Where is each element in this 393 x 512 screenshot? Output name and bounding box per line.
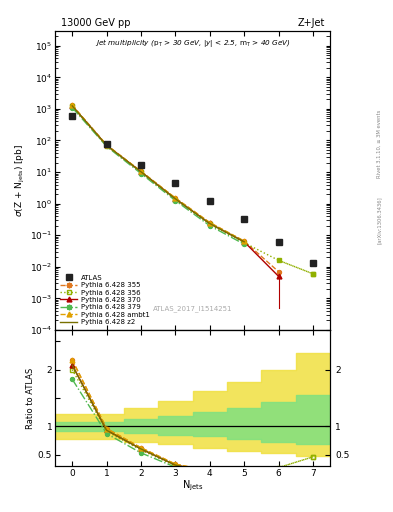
Pythia 6.428 379 xyxy=(139,170,143,177)
Pythia 6.428 379 xyxy=(208,223,212,229)
Pythia 6.428 ambt1 xyxy=(242,238,246,244)
Y-axis label: Ratio to ATLAS: Ratio to ATLAS xyxy=(26,367,35,429)
Pythia 6.428 z2 xyxy=(104,142,109,148)
Pythia 6.428 370 xyxy=(70,103,75,109)
ATLAS xyxy=(310,260,315,266)
Pythia 6.428 370 xyxy=(276,273,281,280)
Line: Pythia 6.428 ambt1: Pythia 6.428 ambt1 xyxy=(70,103,246,244)
Text: Jet multiplicity ($\mathrm{p_T}$ > 30 GeV, $|y|$ < 2.5, $\mathrm{m_T}$ > 40 GeV): Jet multiplicity ($\mathrm{p_T}$ > 30 Ge… xyxy=(95,37,290,49)
Line: Pythia 6.428 356: Pythia 6.428 356 xyxy=(70,104,315,276)
Pythia 6.428 z2 xyxy=(139,169,143,175)
Pythia 6.428 379 xyxy=(242,241,246,247)
Pythia 6.428 z2 xyxy=(70,103,75,109)
Pythia 6.428 355 xyxy=(173,195,178,201)
Pythia 6.428 370 xyxy=(242,239,246,245)
Pythia 6.428 ambt1 xyxy=(104,142,109,148)
Line: Pythia 6.428 355: Pythia 6.428 355 xyxy=(70,103,281,274)
Pythia 6.428 ambt1 xyxy=(139,168,143,175)
ATLAS xyxy=(173,180,178,186)
Pythia 6.428 356 xyxy=(139,169,143,176)
Pythia 6.428 370 xyxy=(139,169,143,175)
Pythia 6.428 355 xyxy=(242,238,246,244)
Pythia 6.428 ambt1 xyxy=(70,102,75,109)
Pythia 6.428 355 xyxy=(70,102,75,109)
Line: Pythia 6.428 370: Pythia 6.428 370 xyxy=(70,103,281,279)
Pythia 6.428 356 xyxy=(310,271,315,277)
Pythia 6.428 z2 xyxy=(208,221,212,227)
ATLAS xyxy=(139,162,143,168)
ATLAS xyxy=(208,198,212,204)
Pythia 6.428 379 xyxy=(70,104,75,111)
Pythia 6.428 ambt1 xyxy=(208,220,212,226)
Pythia 6.428 379 xyxy=(104,143,109,150)
Pythia 6.428 356 xyxy=(173,197,178,203)
Pythia 6.428 355 xyxy=(276,269,281,275)
ATLAS xyxy=(242,216,246,222)
Pythia 6.428 355 xyxy=(208,220,212,226)
Pythia 6.428 356 xyxy=(242,240,246,246)
ATLAS xyxy=(276,239,281,245)
Line: ATLAS: ATLAS xyxy=(70,113,316,266)
Pythia 6.428 370 xyxy=(104,142,109,148)
Pythia 6.428 356 xyxy=(276,257,281,263)
Pythia 6.428 355 xyxy=(104,142,109,148)
Pythia 6.428 z2 xyxy=(242,239,246,245)
Text: 13000 GeV pp: 13000 GeV pp xyxy=(61,18,130,28)
Text: [arXiv:1306.3436]: [arXiv:1306.3436] xyxy=(377,196,382,244)
Text: ATLAS_2017_I1514251: ATLAS_2017_I1514251 xyxy=(153,305,232,312)
Pythia 6.428 ambt1 xyxy=(173,195,178,201)
Pythia 6.428 z2 xyxy=(173,196,178,202)
Line: Pythia 6.428 379: Pythia 6.428 379 xyxy=(70,105,246,247)
Text: Z+Jet: Z+Jet xyxy=(297,18,325,28)
Pythia 6.428 356 xyxy=(104,143,109,149)
Pythia 6.428 370 xyxy=(208,221,212,227)
Text: Rivet 3.1.10, ≥ 3M events: Rivet 3.1.10, ≥ 3M events xyxy=(377,109,382,178)
Line: Pythia 6.428 z2: Pythia 6.428 z2 xyxy=(72,106,244,242)
Legend: ATLAS, Pythia 6.428 355, Pythia 6.428 356, Pythia 6.428 370, Pythia 6.428 379, P: ATLAS, Pythia 6.428 355, Pythia 6.428 35… xyxy=(57,272,152,328)
Pythia 6.428 379 xyxy=(173,198,178,204)
Y-axis label: $\sigma$(Z + N$_{\mathrm{jets}}$) [pb]: $\sigma$(Z + N$_{\mathrm{jets}}$) [pb] xyxy=(14,144,27,217)
X-axis label: N$_{\mathrm{jets}}$: N$_{\mathrm{jets}}$ xyxy=(182,479,203,494)
Pythia 6.428 356 xyxy=(208,221,212,227)
ATLAS xyxy=(70,113,75,119)
Pythia 6.428 355 xyxy=(139,168,143,175)
Pythia 6.428 356 xyxy=(70,103,75,110)
ATLAS xyxy=(104,141,109,147)
Pythia 6.428 370 xyxy=(173,196,178,202)
